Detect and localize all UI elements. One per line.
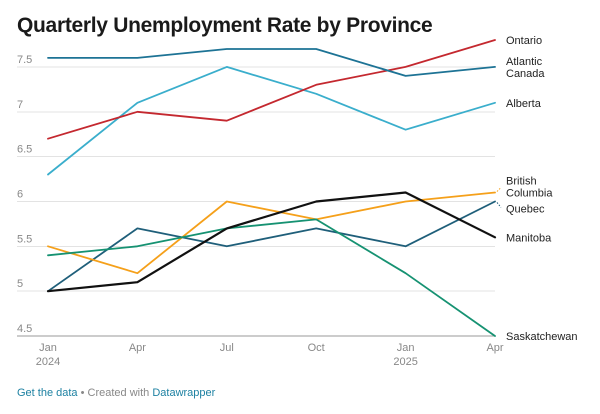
x-tick-year: 2024 [36, 356, 60, 368]
series-label: Manitoba [506, 232, 552, 244]
footer-separator: • Created with [77, 387, 153, 399]
series-lines [46, 39, 497, 337]
y-tick-label: 5.5 [17, 233, 32, 245]
x-tick-label: Apr [129, 342, 146, 354]
y-tick-label: 7.5 [17, 54, 32, 66]
y-tick-label: 4.5 [17, 323, 32, 335]
series-label: Quebec [506, 203, 545, 215]
y-tick-label: 7 [17, 99, 23, 111]
series-label: Saskatchewan [506, 331, 578, 343]
label-connector [496, 187, 502, 192]
y-tick-label: 6 [17, 188, 23, 200]
chart-title: Quarterly Unemployment Rate by Province [17, 14, 433, 37]
series-line-saskatchewan [47, 218, 496, 337]
get-the-data-link[interactable]: Get the data [17, 387, 78, 399]
x-tick-year: 2025 [393, 356, 417, 368]
series-line-ontario [47, 39, 496, 140]
series-line-manitoba [46, 191, 497, 293]
series-line-quebec [47, 200, 496, 293]
series-label: Atlantic [506, 56, 543, 68]
series-label: Ontario [506, 35, 542, 47]
x-tick-label: Apr [486, 342, 503, 354]
datawrapper-link[interactable]: Datawrapper [152, 387, 216, 399]
series-label: Canada [506, 68, 545, 80]
x-axis: Jan 2024 Apr Jul Oct Jan 2025 Apr [36, 342, 504, 368]
label-connector [496, 202, 502, 208]
x-tick-label: Jul [220, 342, 234, 354]
gridlines [17, 66, 495, 337]
series-label: Alberta [506, 98, 542, 110]
y-axis: 4.5 5 5.5 6 6.5 7 7.5 [17, 54, 32, 335]
footer: Get the data • Created with Datawrapper [17, 387, 215, 399]
y-tick-label: 6.5 [17, 144, 32, 156]
y-tick-label: 5 [17, 278, 23, 290]
series-line-atlantic-canada [47, 48, 496, 77]
x-tick-label: Jan [397, 342, 415, 354]
series-label: British [506, 175, 537, 187]
series-line-alberta [47, 66, 496, 176]
x-tick-label: Oct [308, 342, 325, 354]
x-tick-label: Jan [39, 342, 57, 354]
series-label: Columbia [506, 187, 553, 199]
